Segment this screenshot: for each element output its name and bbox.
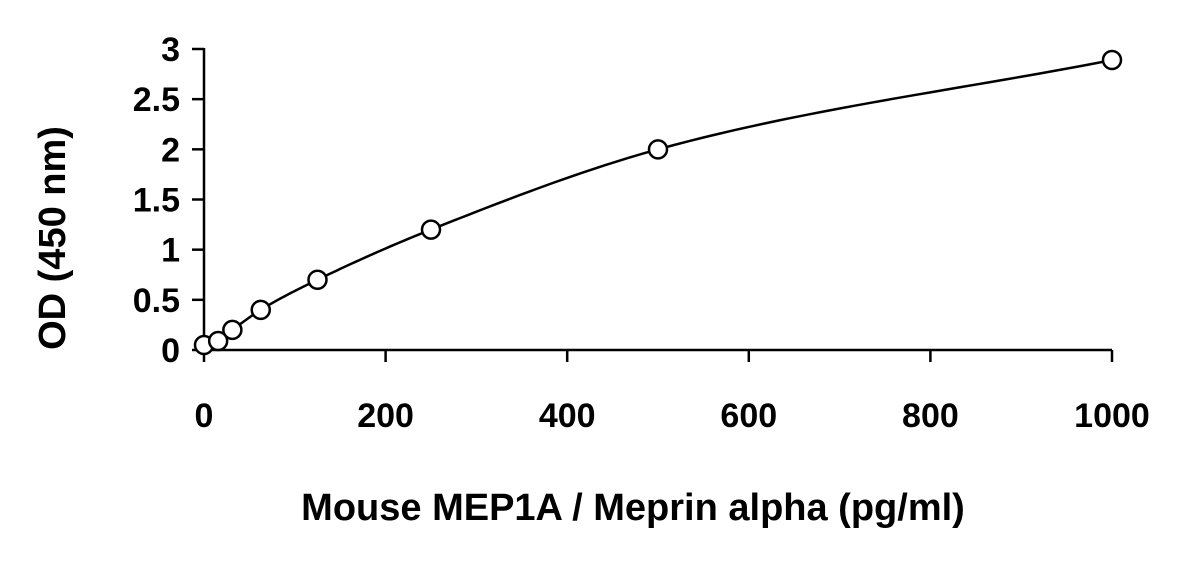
data-points — [193, 49, 1123, 356]
y-tick-label: 2 — [161, 131, 180, 169]
data-point — [307, 269, 328, 291]
y-tick-label: 2.5 — [133, 81, 180, 119]
x-tick-label: 0 — [195, 397, 214, 435]
x-tick-labels: 0 200 400 600 800 1000 — [195, 397, 1150, 435]
axes — [192, 47, 1114, 362]
y-tick-labels: 0 0.5 1 1.5 2 2.5 3 — [133, 31, 180, 370]
x-tick-label: 1000 — [1074, 397, 1150, 435]
x-tick-label: 800 — [902, 397, 959, 435]
x-tick-label: 400 — [539, 397, 596, 435]
data-point — [1101, 49, 1123, 71]
y-tick-label: 1.5 — [133, 182, 180, 220]
y-tick-label: 3 — [161, 31, 180, 69]
data-point — [250, 299, 271, 321]
y-tick-label: 1 — [161, 232, 180, 270]
x-axis-title: Mouse MEP1A / Meprin alpha (pg/ml) — [301, 487, 965, 529]
data-point — [222, 319, 243, 341]
x-tick-label: 200 — [357, 397, 414, 435]
fit-curve — [203, 58, 1113, 347]
data-point — [420, 219, 442, 240]
y-tick-label: 0.5 — [133, 282, 180, 320]
data-point — [647, 139, 669, 160]
data-point — [207, 330, 229, 352]
y-axis-title: OD (450 nm) — [32, 126, 74, 350]
x-tick-label: 600 — [720, 397, 777, 435]
y-tick-label: 0 — [161, 332, 180, 370]
